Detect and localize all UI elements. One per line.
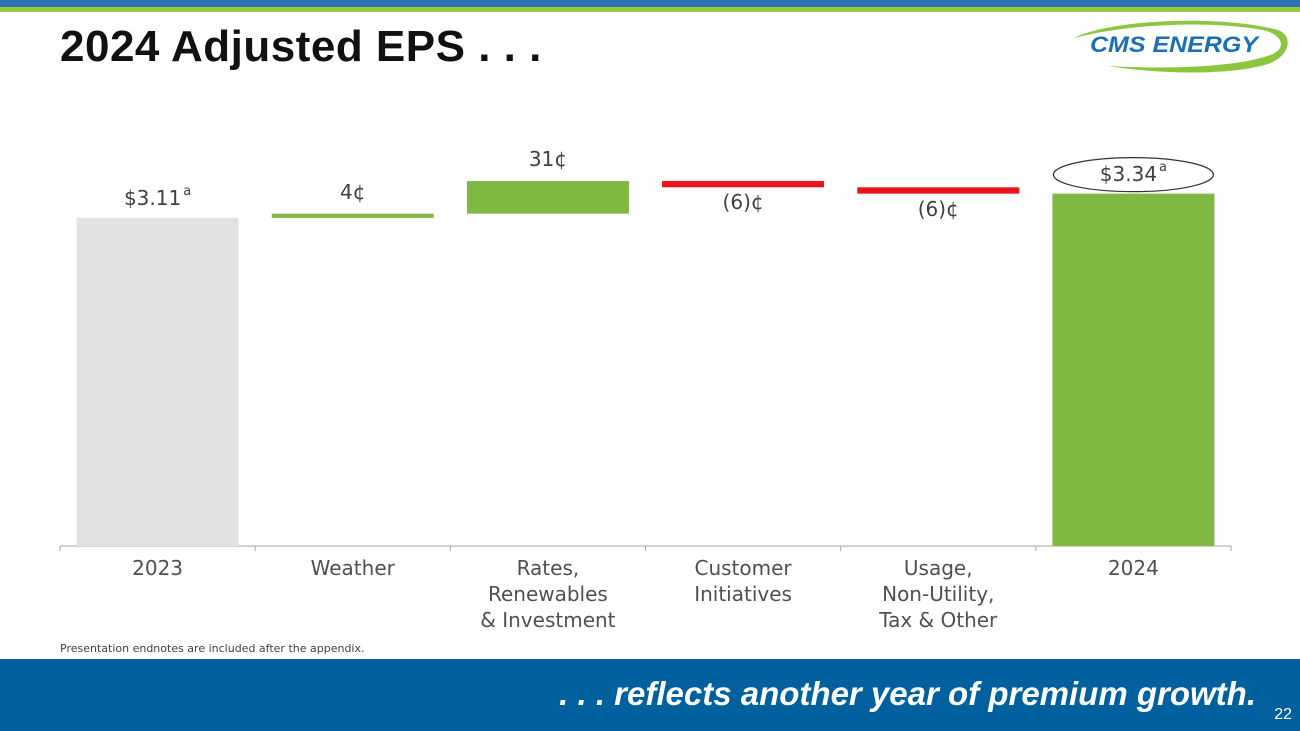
data-label-3: (6)¢ [663, 190, 823, 214]
category-label-1: Weather [310, 556, 395, 580]
data-label-5: $3.34 a [1053, 160, 1213, 186]
top-stripe-green [0, 7, 1300, 12]
data-label-text: $3.11 [123, 185, 182, 210]
footer-tagline: . . . reflects another year of premium g… [559, 675, 1256, 712]
data-label-text: 4¢ [340, 179, 366, 204]
logo-wordmark: CMS ENERGY [1090, 32, 1261, 57]
slide-title: 2024 Adjusted EPS . . . [60, 22, 542, 71]
category-label-3: Customer Initiatives [694, 556, 792, 606]
bar-0 [76, 217, 239, 546]
cms-energy-logo: CMS ENERGY [1074, 20, 1288, 73]
category-label-2: Rates, Renewables & Investment [480, 556, 616, 632]
category-label-5: 2024 [1107, 556, 1159, 580]
bar-1 [271, 213, 434, 218]
eps-waterfall-chart [59, 157, 1232, 551]
category-label-0: 2023 [132, 556, 184, 580]
top-stripe-blue [0, 0, 1300, 7]
data-label-text: 31¢ [528, 146, 567, 171]
bar-2 [466, 180, 629, 214]
endnote-marker: a [183, 183, 192, 199]
data-label-2: 31¢ [468, 147, 628, 171]
page-number: 22 [1274, 706, 1292, 723]
data-label-text: (6)¢ [917, 196, 959, 221]
highlight-ellipse [1052, 157, 1215, 193]
bar-4 [857, 187, 1020, 194]
data-label-text: (6)¢ [722, 190, 764, 215]
data-label-1: 4¢ [273, 180, 433, 204]
category-label-4: Usage, Non-Utility, Tax & Other [879, 556, 998, 632]
bar-3 [662, 180, 825, 188]
endnote-marker: a [1159, 159, 1168, 175]
data-label-4: (6)¢ [858, 197, 1018, 221]
endnotes-footnote: Presentation endnotes are included after… [60, 642, 365, 655]
bar-5 [1052, 193, 1215, 546]
data-label-0: $3.11 a [78, 184, 238, 210]
footer-band: . . . reflects another year of premium g… [0, 659, 1300, 731]
data-label-text: $3.34 [1099, 161, 1158, 186]
